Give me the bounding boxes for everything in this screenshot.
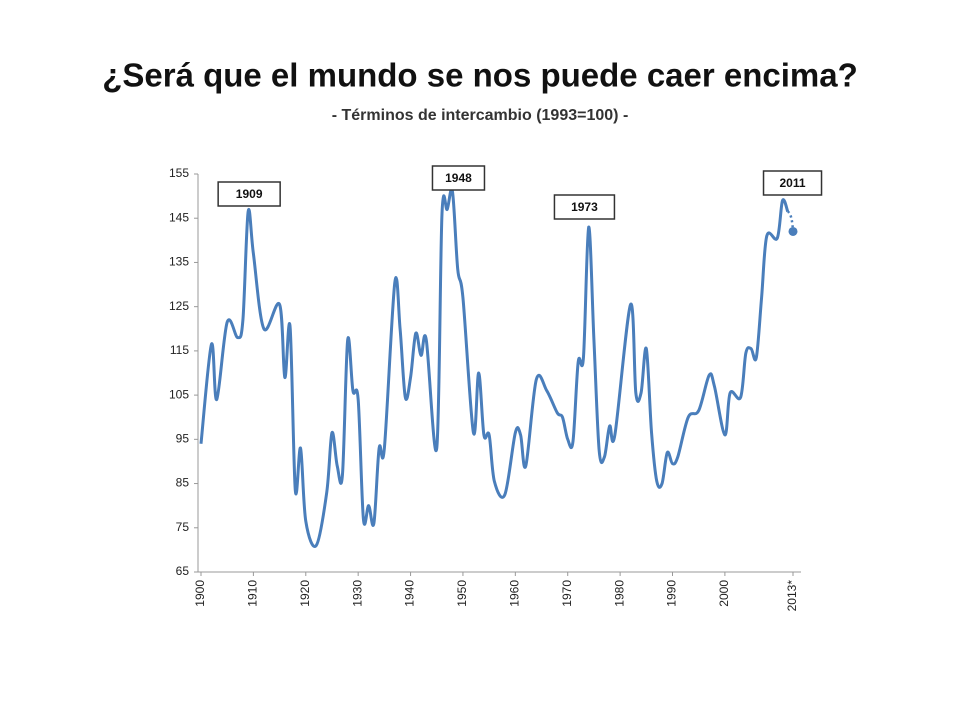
annotation-label: 1948: [445, 171, 472, 185]
projection-point: [788, 226, 798, 236]
y-tick-label: 145: [169, 210, 189, 224]
y-tick-label: 115: [170, 343, 189, 357]
annotation-label: 1909: [236, 187, 263, 201]
annotation-box: [553, 194, 616, 220]
chart-subtitle: - Términos de intercambio (1993=100) -: [332, 107, 629, 124]
data-line: [199, 187, 790, 548]
x-tick-label: 1940: [403, 580, 417, 607]
y-tick-label: 135: [169, 255, 189, 269]
annotation-box: [217, 181, 281, 207]
x-tick-label: 1970: [560, 580, 574, 607]
y-tick-label: 65: [176, 564, 190, 578]
x-tick-label: 1900: [193, 580, 207, 607]
annotation-label: 1973: [571, 200, 598, 214]
x-tick-label: 1980: [612, 580, 626, 607]
projection-line: [787, 210, 795, 232]
x-tick-label: 1950: [455, 580, 469, 607]
x-tick-label: 1990: [665, 580, 679, 607]
annotation-box: [431, 165, 486, 191]
x-tick-label: 1910: [246, 580, 260, 607]
y-tick-label: 85: [176, 476, 190, 490]
x-tick-label: 2000: [717, 580, 731, 607]
y-tick-label: 95: [176, 432, 190, 446]
y-tick-label: 125: [169, 299, 189, 313]
y-tick-label: 75: [176, 520, 190, 534]
x-tick-label: 1930: [350, 580, 364, 607]
annotation-box: [762, 170, 823, 196]
annotation-label: 2011: [779, 176, 805, 190]
x-tick-label: 2013*: [785, 580, 799, 612]
x-tick-label: 1920: [298, 580, 312, 607]
y-tick-label: 105: [169, 387, 189, 401]
y-tick-label: 155: [169, 166, 189, 180]
x-tick-label: 1960: [508, 580, 522, 607]
chart-title: ¿Será que el mundo se nos puede caer enc…: [102, 57, 858, 94]
